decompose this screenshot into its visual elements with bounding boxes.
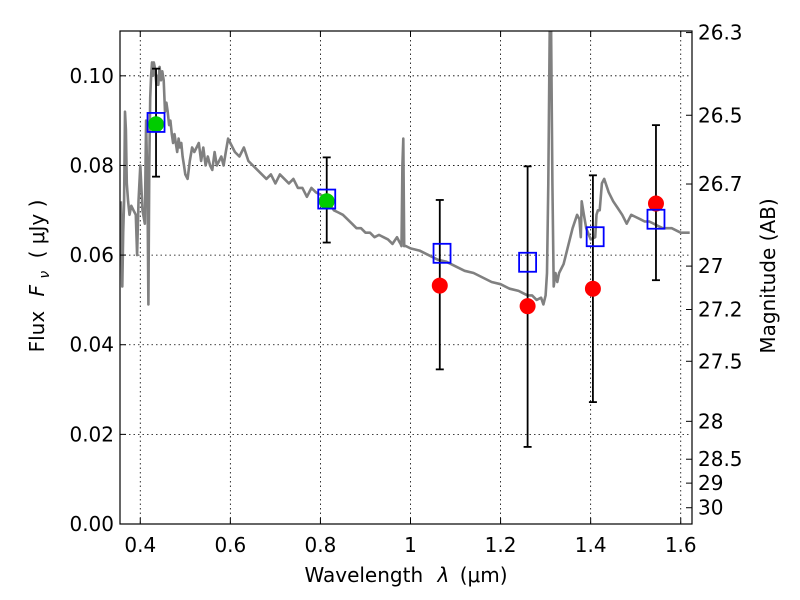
- observed-point: [431, 277, 448, 294]
- x-tick-label: 0.8: [305, 533, 337, 557]
- y2-tick-label: 28.5: [698, 447, 743, 471]
- y2-tick-label: 26.5: [698, 103, 743, 127]
- y-tick-label: 0.08: [69, 153, 114, 177]
- observed-point: [647, 195, 664, 212]
- y2-tick-label: 27: [698, 254, 723, 278]
- y-axis-label: Flux F ν ( μJy ): [25, 200, 54, 353]
- x-axis-unit: (μm): [460, 563, 508, 587]
- model-point: [317, 188, 337, 210]
- x-tick-label: 0.4: [124, 533, 156, 557]
- observed-point: [519, 298, 536, 315]
- y2-tick-label: 26.7: [698, 172, 743, 196]
- observed-point: [584, 280, 601, 297]
- x-tick-label: 1: [404, 533, 417, 557]
- x-tick-label: 1.4: [575, 533, 607, 557]
- spectrum-line: [120, 31, 690, 306]
- x-tick-label: 1.2: [485, 533, 517, 557]
- x-axis-symbol: λ: [437, 563, 450, 587]
- y-axis-symbol: F: [25, 284, 49, 296]
- model-point: [646, 208, 666, 230]
- ticks-layer: 0.4 0.6 0.8 1 1.2 1.4 1.6 0.00 0.02 0.04 0.06 0.08 0…: [69, 21, 742, 557]
- y-axis-subscript: ν: [37, 271, 53, 279]
- y2-tick-label: 26.3: [698, 21, 743, 45]
- y-axis-unit: ( μJy ): [25, 200, 49, 259]
- x-tick-label: 0.6: [214, 533, 246, 557]
- model-point: [432, 242, 452, 264]
- model-point: [146, 112, 166, 133]
- y2-tick-label: 29: [698, 471, 723, 495]
- detected-point: [148, 116, 165, 133]
- y2-axis-label: Magnitude (AB): [756, 198, 780, 353]
- y-tick-label: 0.06: [69, 243, 114, 267]
- errorbar-layer: [152, 67, 660, 448]
- model-point: [518, 251, 538, 273]
- grid-lines: [120, 31, 692, 525]
- y2-tick-label: 30: [698, 496, 723, 520]
- x-axis-label: Wavelength λ (μm): [304, 563, 507, 587]
- y2-tick-label: 27.2: [698, 297, 743, 321]
- y2-tick-label: 27.5: [698, 349, 743, 373]
- model-point: [585, 226, 605, 248]
- y-tick-label: 0.02: [69, 422, 114, 446]
- y-tick-label: 0.00: [69, 512, 114, 536]
- y-tick-label: 0.04: [69, 333, 114, 357]
- y2-tick-label: 28: [698, 409, 723, 433]
- detected-point: [318, 193, 335, 210]
- x-tick-label: 1.6: [665, 533, 697, 557]
- spectrum-layer: [120, 31, 690, 306]
- points-layer: [146, 112, 666, 315]
- plot-frame: [119, 30, 693, 525]
- y-tick-label: 0.10: [69, 64, 114, 88]
